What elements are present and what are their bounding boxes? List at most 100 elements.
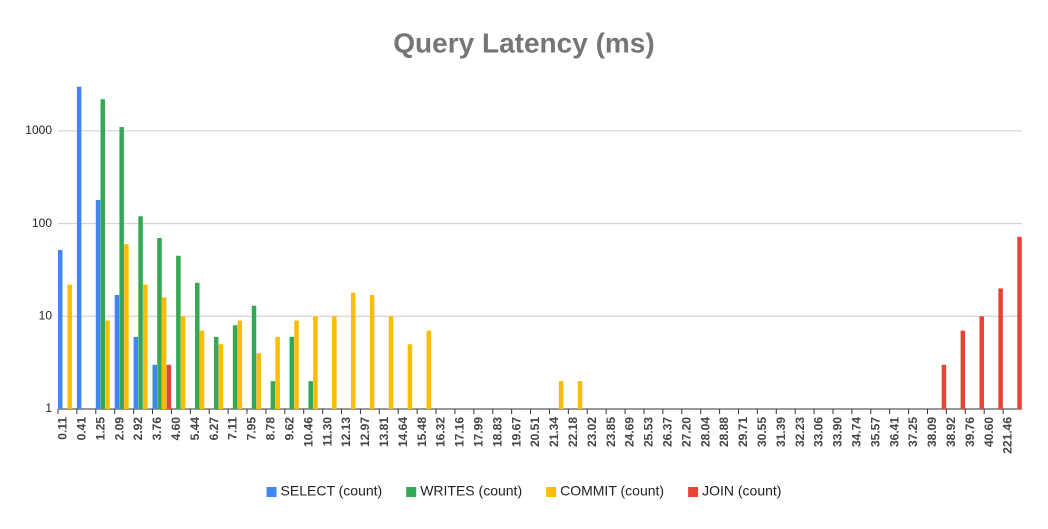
x-tick-label: 6.27 xyxy=(207,417,221,441)
bar xyxy=(270,381,276,409)
x-tick-label: 27.20 xyxy=(679,417,693,447)
x-tick-label: 33.90 xyxy=(831,417,845,447)
bar xyxy=(558,381,564,409)
bar xyxy=(275,336,280,409)
bar xyxy=(199,330,205,409)
x-tick-label: 34.74 xyxy=(850,417,864,447)
x-tick-label: 14.64 xyxy=(396,417,410,447)
x-tick-label: 5.44 xyxy=(188,417,202,441)
bar xyxy=(1017,236,1022,409)
x-tick-label: 17.16 xyxy=(453,417,467,447)
bar xyxy=(998,288,1003,409)
bar xyxy=(133,336,139,409)
x-tick-label: 221.46 xyxy=(1001,417,1015,454)
x-tick-label: 21.34 xyxy=(547,417,561,447)
bar xyxy=(100,99,106,410)
bar xyxy=(232,325,238,409)
legend-label: JOIN (count) xyxy=(702,483,781,499)
bar xyxy=(95,199,101,409)
bar xyxy=(256,353,261,409)
x-tick-label: 25.53 xyxy=(642,417,656,447)
x-tick-label: 1.25 xyxy=(93,417,107,441)
legend-label: COMMIT (count) xyxy=(560,483,664,499)
y-tick-label: 1 xyxy=(45,401,52,415)
legend-label: SELECT (count) xyxy=(281,483,383,499)
bar xyxy=(143,284,148,409)
bar xyxy=(58,249,63,409)
bar xyxy=(157,237,162,409)
x-tick-label: 16.32 xyxy=(434,417,448,447)
bar xyxy=(161,297,167,409)
bar xyxy=(426,330,432,409)
x-tick-label: 28.88 xyxy=(717,417,731,447)
legend-label: WRITES (count) xyxy=(420,483,522,499)
x-tick-label: 36.41 xyxy=(887,417,901,447)
y-tick-label: 100 xyxy=(32,216,52,230)
bar xyxy=(138,216,143,409)
x-tick-label: 12.13 xyxy=(339,417,353,447)
bar xyxy=(67,284,72,409)
x-tick-label: 31.39 xyxy=(774,417,788,447)
bar xyxy=(294,320,299,409)
bar xyxy=(195,282,200,409)
bar xyxy=(166,364,172,409)
bar xyxy=(218,344,224,409)
x-tick-label: 2.92 xyxy=(131,417,145,441)
legend-swatch xyxy=(406,487,417,497)
bar xyxy=(407,344,413,409)
x-tick-label: 32.23 xyxy=(793,417,807,447)
x-tick-label: 22.18 xyxy=(566,417,580,447)
x-tick-label: 3.76 xyxy=(150,417,164,441)
x-tick-label: 17.99 xyxy=(471,417,485,447)
bar xyxy=(114,294,120,409)
bar xyxy=(76,86,82,409)
x-tick-label: 23.02 xyxy=(585,417,599,447)
x-tick-label: 28.04 xyxy=(698,417,712,447)
x-tick-label: 12.97 xyxy=(358,417,372,447)
bar xyxy=(577,381,583,409)
x-tick-label: 9.62 xyxy=(282,417,296,441)
bar xyxy=(960,330,966,409)
bar xyxy=(941,364,947,409)
x-tick-label: 0.11 xyxy=(56,417,70,440)
bar xyxy=(388,316,394,409)
bar xyxy=(119,127,124,410)
x-tick-label: 38.92 xyxy=(944,417,958,447)
x-tick-label: 26.37 xyxy=(660,417,674,447)
y-tick-label: 1000 xyxy=(25,123,52,137)
x-tick-label: 38.09 xyxy=(925,417,939,447)
x-tick-label: 0.41 xyxy=(75,417,89,441)
x-tick-label: 7.11 xyxy=(226,417,240,440)
legend-swatch xyxy=(688,487,699,497)
bar xyxy=(251,305,257,409)
bar xyxy=(332,316,337,409)
bar xyxy=(105,320,110,409)
bar xyxy=(313,316,318,409)
x-tick-label: 18.83 xyxy=(490,417,504,447)
x-tick-label: 30.55 xyxy=(755,417,769,447)
bar xyxy=(213,336,219,409)
x-tick-label: 40.60 xyxy=(982,417,996,447)
x-tick-label: 7.95 xyxy=(245,417,259,441)
x-tick-label: 23.85 xyxy=(604,417,618,447)
x-tick-label: 37.25 xyxy=(906,417,920,447)
x-tick-label: 19.67 xyxy=(509,417,523,447)
x-tick-label: 4.60 xyxy=(169,417,183,441)
chart-title: Query Latency (ms) xyxy=(393,27,654,58)
bar xyxy=(369,294,375,409)
x-tick-label: 2.09 xyxy=(112,417,126,441)
x-tick-label: 10.46 xyxy=(301,417,315,447)
legend-swatch xyxy=(546,487,557,497)
bar xyxy=(180,316,186,409)
bar xyxy=(152,364,157,409)
bar xyxy=(124,244,129,409)
x-tick-label: 15.48 xyxy=(415,417,429,447)
bar xyxy=(176,255,181,409)
x-tick-label: 35.57 xyxy=(868,417,882,447)
x-tick-label: 24.69 xyxy=(623,417,637,447)
legend-swatch xyxy=(266,487,277,497)
x-tick-label: 13.81 xyxy=(377,417,391,447)
x-tick-label: 20.51 xyxy=(528,417,542,447)
